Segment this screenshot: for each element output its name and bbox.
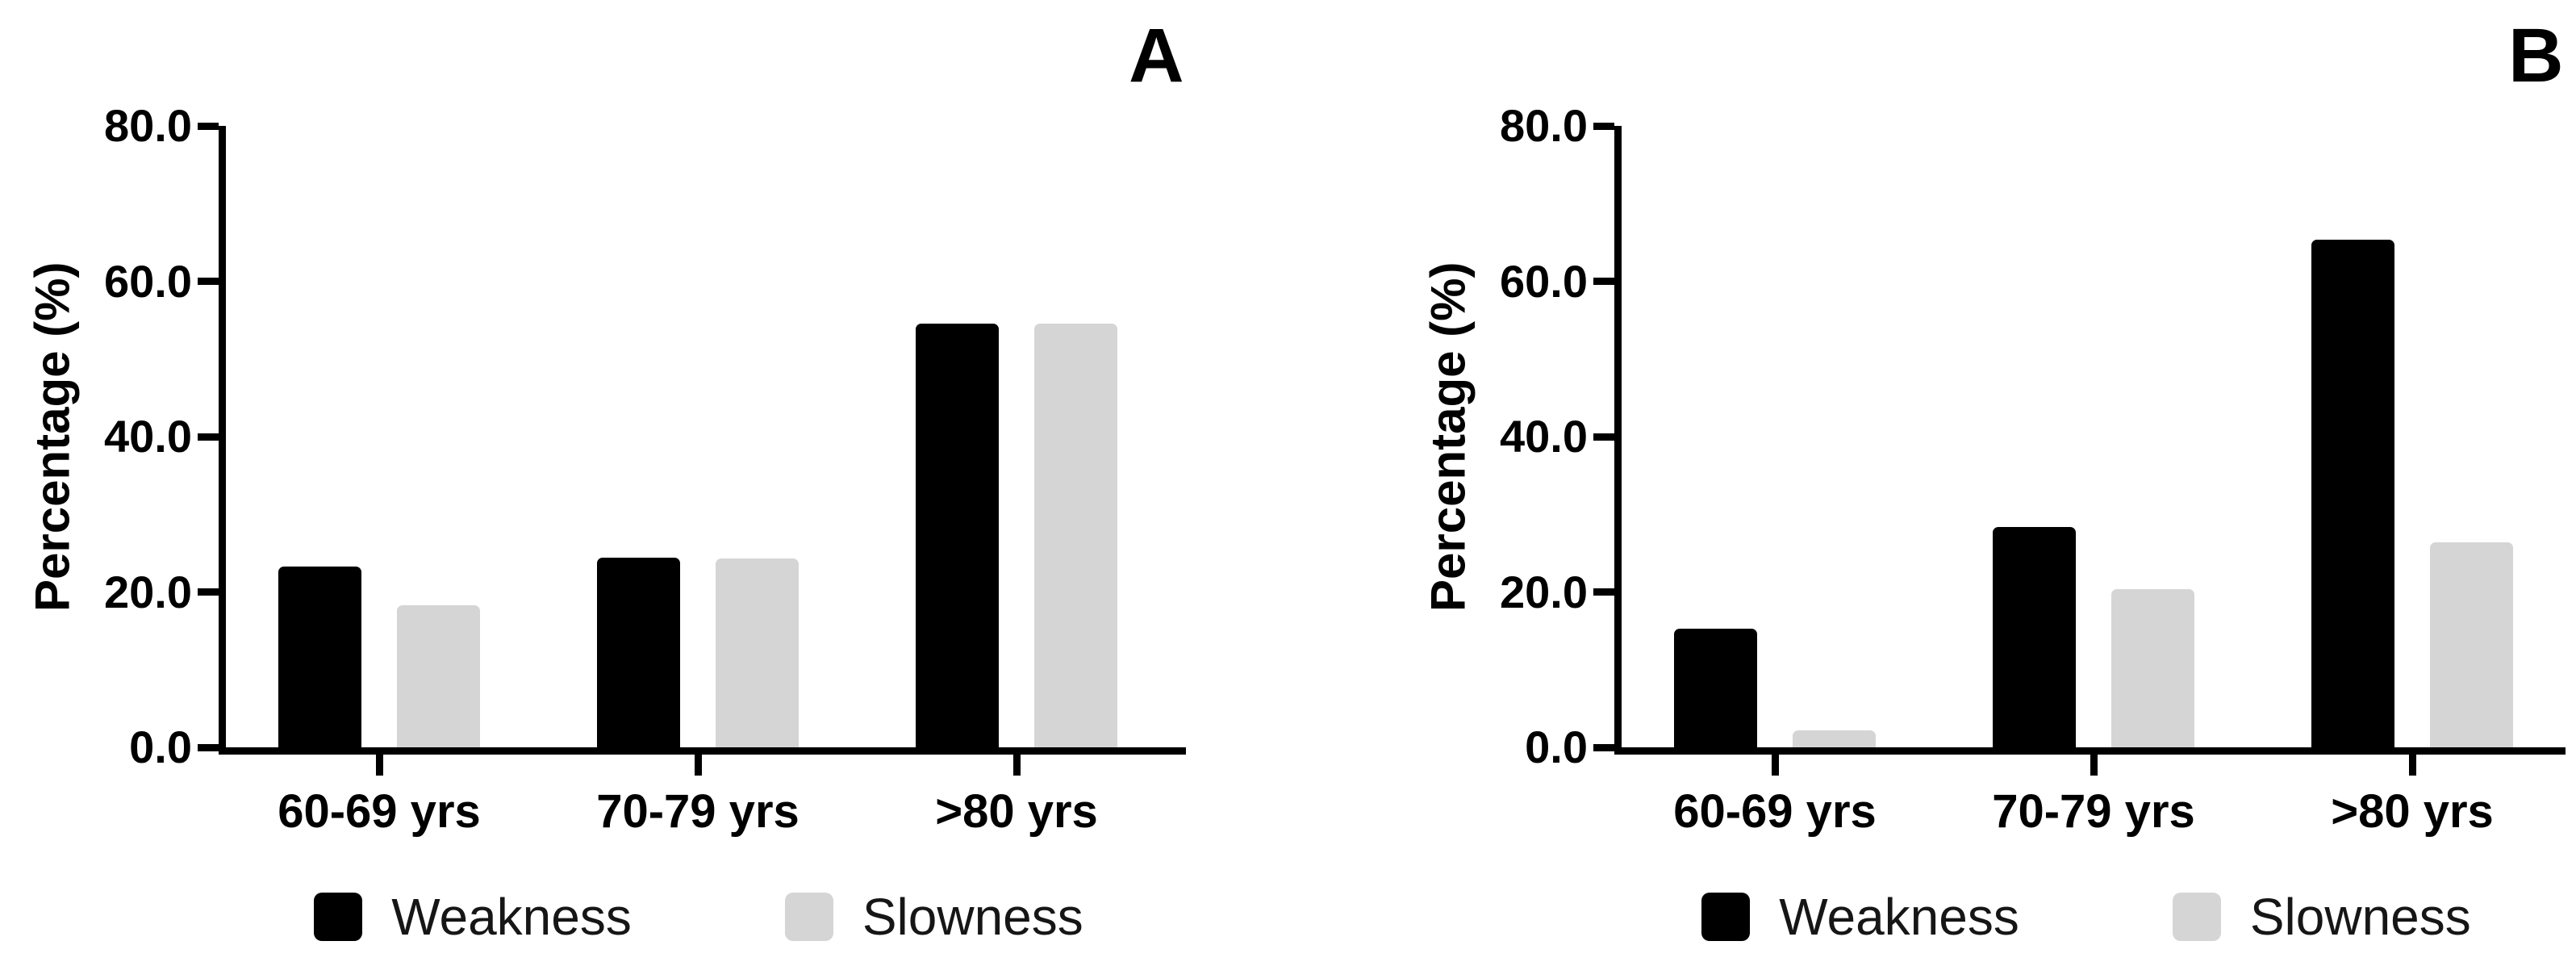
bar-slowness-80-yrs	[1034, 324, 1117, 747]
legend-item-slowness: Slowness	[2172, 888, 2471, 946]
y-tick-mark	[1593, 433, 1614, 441]
bar-weakness-80-yrs	[2311, 239, 2394, 747]
legend-label-slowness: Slowness	[2249, 888, 2471, 946]
legend-swatch-slowness	[784, 893, 833, 941]
x-category-label-60-69-yrs: 60-69 yrs	[278, 785, 481, 838]
y-tick-label: 80.0	[1500, 100, 1588, 151]
x-category-label-80-yrs: >80 yrs	[935, 785, 1098, 838]
legend-swatch-weakness	[314, 893, 363, 941]
y-tick-label: 20.0	[1500, 566, 1588, 617]
bar-slowness-80-yrs	[2430, 542, 2513, 747]
x-tick-mark	[2408, 755, 2416, 776]
legend-item-weakness: Weakness	[1701, 891, 2019, 943]
bar-weakness-80-yrs	[916, 324, 999, 747]
x-category-label-60-69-yrs: 60-69 yrs	[1673, 785, 1877, 838]
x-tick-mark	[694, 755, 702, 776]
y-tick-mark	[1593, 122, 1614, 130]
y-tick-mark	[198, 588, 219, 596]
y-tick-label: 20.0	[104, 566, 192, 617]
legend-item-slowness: Slowness	[784, 888, 1083, 946]
panel-label-a: A	[1129, 13, 1184, 98]
bar-weakness-70-79-yrs	[1993, 526, 2076, 747]
x-category-label-70-79-yrs: 70-79 yrs	[596, 785, 800, 838]
x-tick-mark	[2090, 755, 2098, 776]
y-tick-mark	[198, 743, 219, 751]
legend: Weakness Slowness	[219, 883, 1179, 951]
plot-area: 80.0 60.0 40.0 20.0 0.0 60-69 yrs 70-79 yrs >80…	[1500, 103, 2566, 838]
y-tick-mark	[1593, 278, 1614, 285]
legend-swatch-slowness	[2172, 893, 2221, 941]
bar-slowness-60-69-yrs	[1793, 730, 1876, 747]
legend: Weakness Slowness	[1614, 883, 2558, 951]
x-tick-mark	[1012, 755, 1021, 776]
plot-area: 80.0 60.0 40.0 20.0 0.0 60-69 yrs 70-79 yrs >80…	[104, 103, 1186, 838]
y-tick-mark	[1593, 588, 1614, 596]
panel-a: A Percentage (%) 80.0 60.0 40.0 20.0 0.0 60-6…	[26, 13, 1186, 951]
bar-slowness-70-79-yrs	[716, 558, 799, 747]
y-tick-mark	[1593, 743, 1614, 751]
legend-label-weakness: Weakness	[391, 888, 632, 946]
bar-slowness-60-69-yrs	[397, 604, 480, 747]
bar-slowness-70-79-yrs	[2111, 588, 2194, 747]
y-tick-label: 60.0	[104, 255, 192, 307]
y-tick-label: 0.0	[1525, 722, 1588, 772]
y-tick-mark	[198, 278, 219, 285]
x-tick-mark	[1771, 755, 1779, 776]
legend-item-weakness: Weakness	[314, 891, 632, 943]
y-tick-mark	[198, 433, 219, 441]
panel-b: B Percentage (%) 80.0 60.0 40.0 20.0 0.0 60-6…	[1288, 0, 2576, 962]
legend-label-weakness: Weakness	[1779, 888, 2019, 946]
y-tick-label: 40.0	[104, 411, 192, 462]
y-tick-label: 0.0	[129, 722, 192, 772]
legend-swatch-weakness	[1701, 893, 1751, 941]
x-category-label-70-79-yrs: 70-79 yrs	[1992, 785, 2195, 838]
bar-weakness-70-79-yrs	[597, 558, 680, 747]
x-tick-mark	[375, 755, 383, 776]
legend-label-slowness: Slowness	[862, 888, 1083, 946]
y-tick-label: 60.0	[1500, 255, 1588, 307]
y-tick-label: 40.0	[1500, 411, 1588, 462]
panel-label-b: B	[2508, 13, 2564, 98]
bar-weakness-60-69-yrs	[278, 566, 361, 747]
y-tick-label: 80.0	[104, 100, 192, 151]
bar-weakness-60-69-yrs	[1674, 628, 1757, 747]
x-category-label-80-yrs: >80 yrs	[2331, 785, 2494, 838]
y-tick-mark	[198, 122, 219, 130]
